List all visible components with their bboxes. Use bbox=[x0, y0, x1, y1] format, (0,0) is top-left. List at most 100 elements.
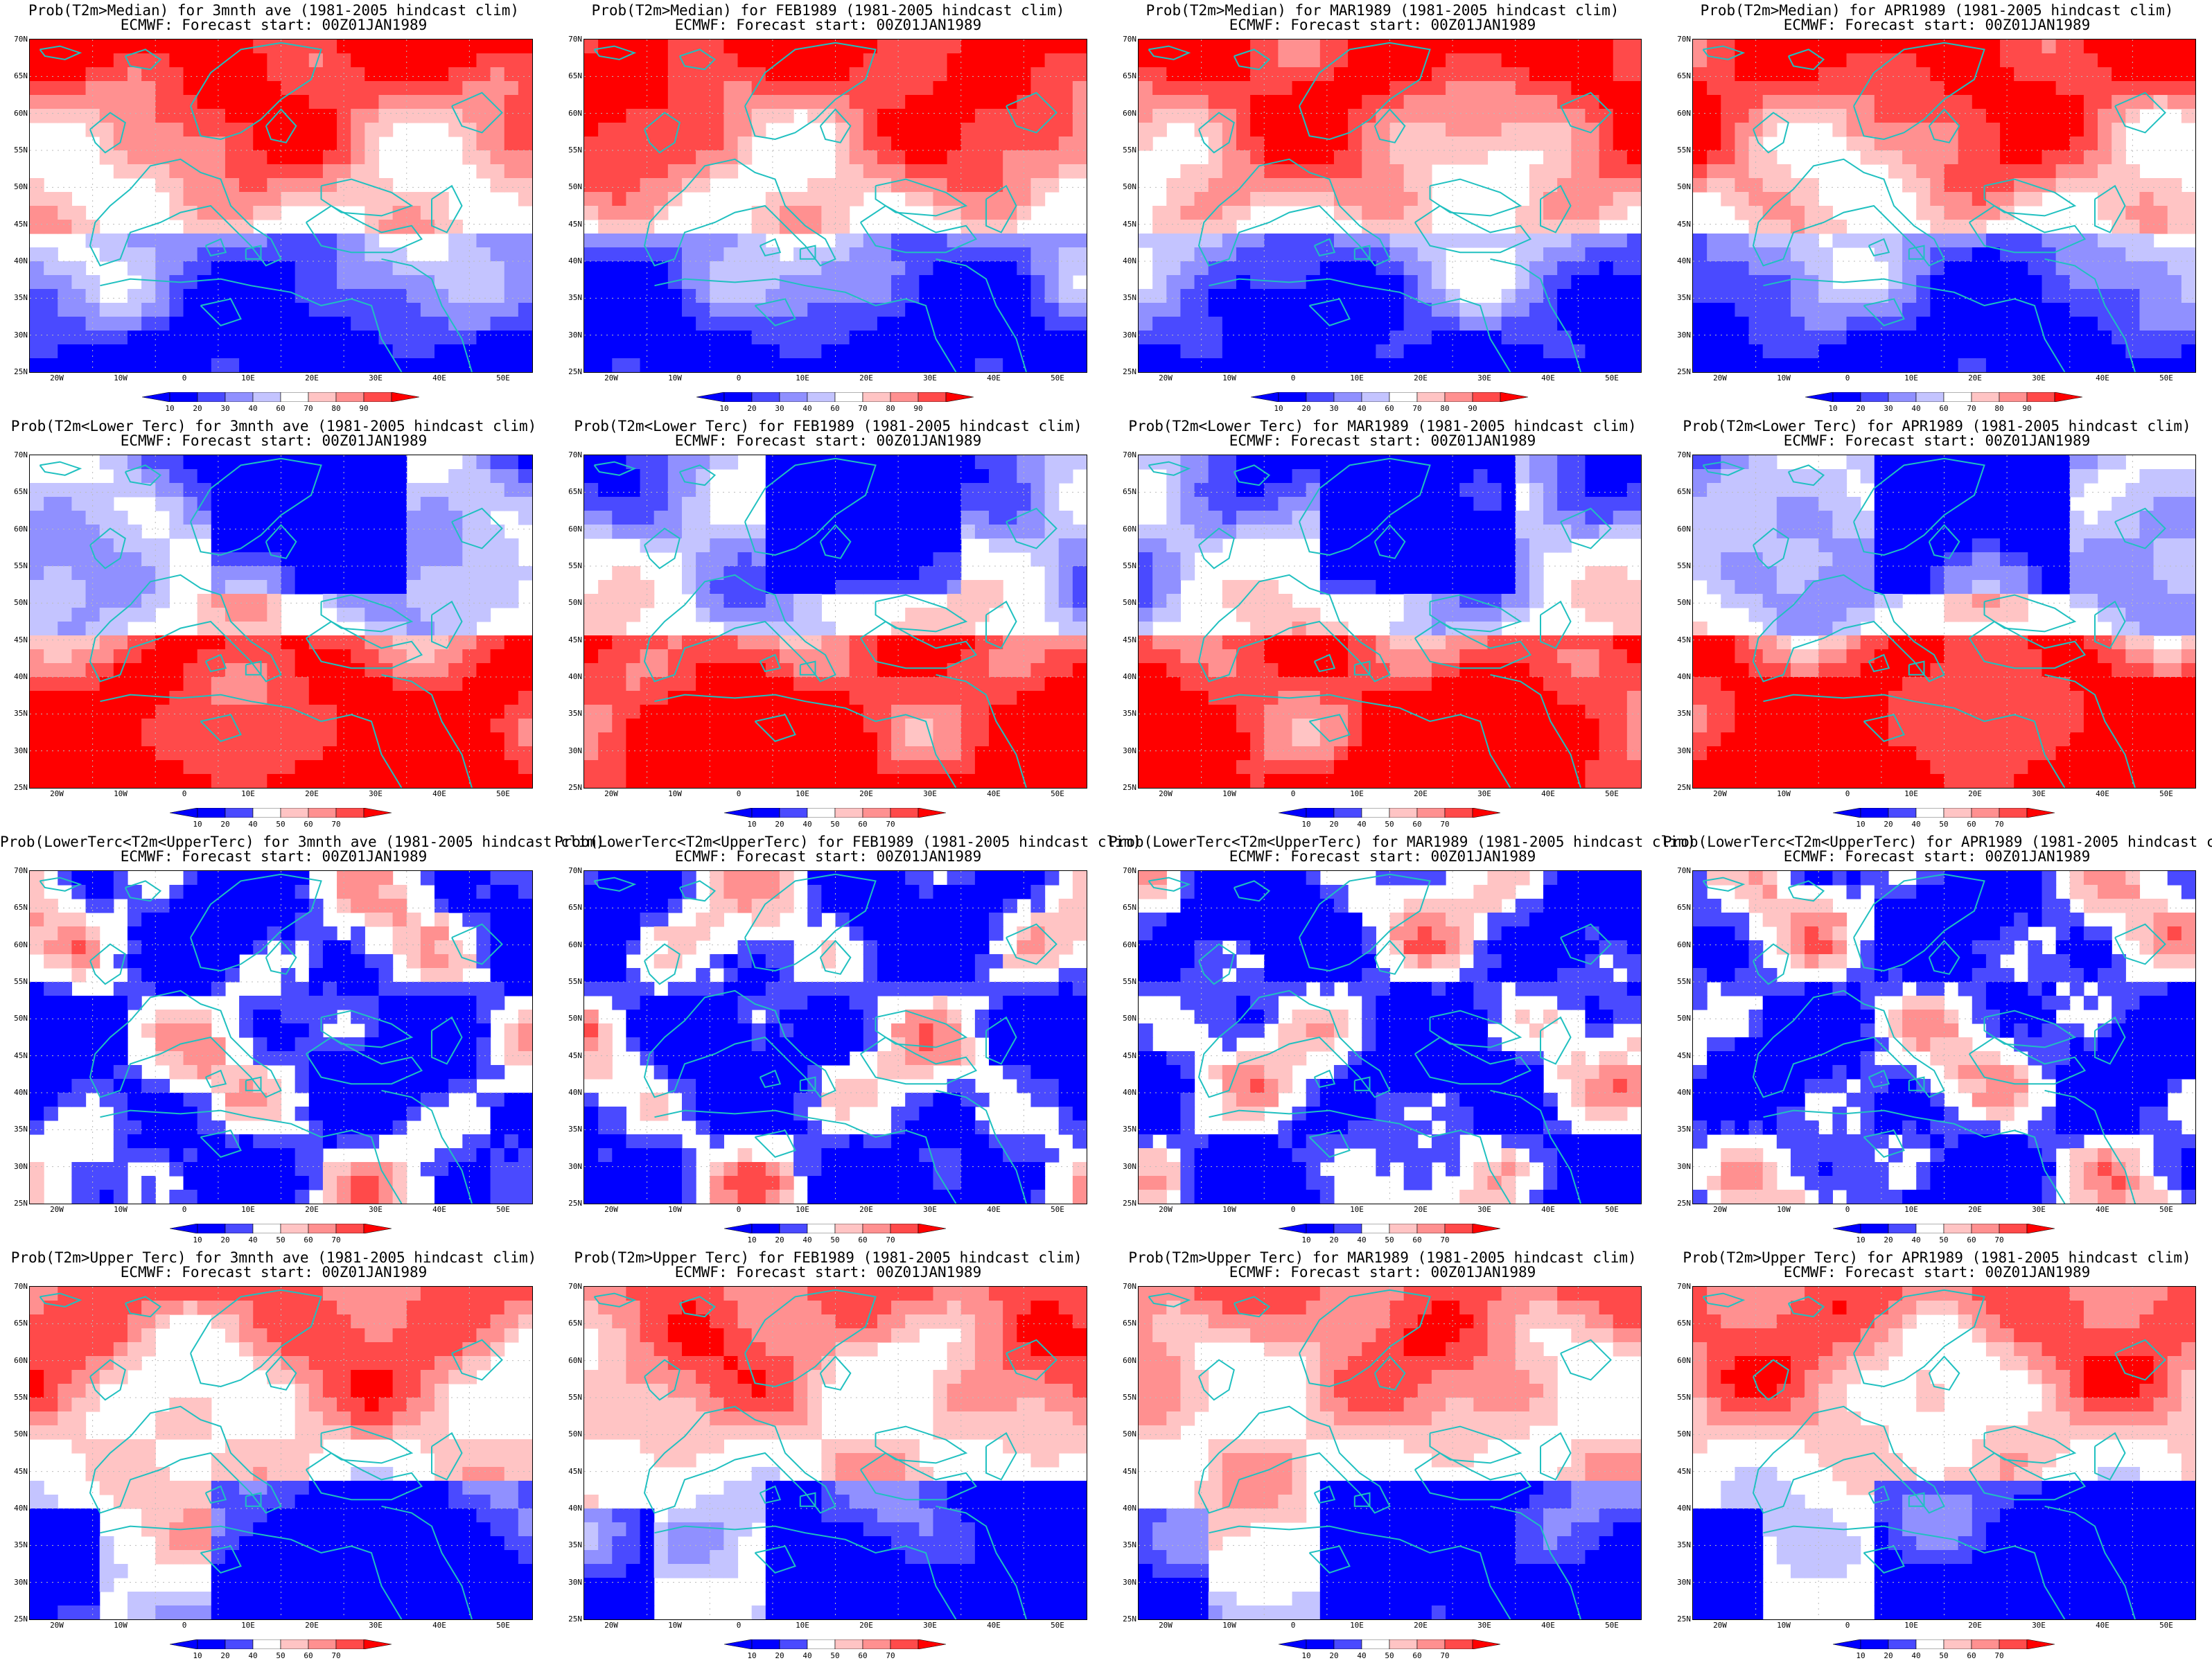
probability-cell bbox=[584, 483, 599, 498]
probability-cell bbox=[2070, 123, 2084, 137]
probability-cell bbox=[1735, 150, 1749, 165]
probability-cell bbox=[1543, 234, 1558, 248]
probability-cell bbox=[682, 497, 696, 511]
probability-cell bbox=[71, 358, 86, 372]
probability-cell bbox=[2168, 67, 2182, 82]
probability-cell bbox=[807, 469, 822, 484]
probability-cell bbox=[1073, 538, 1087, 553]
probability-cell bbox=[365, 746, 379, 761]
probability-cell bbox=[863, 137, 878, 151]
probability-cell bbox=[1030, 247, 1045, 262]
probability-cell bbox=[225, 525, 240, 539]
probability-cell bbox=[2056, 275, 2071, 290]
probability-cell bbox=[1073, 622, 1087, 636]
probability-cell bbox=[1045, 608, 1060, 622]
probability-cell bbox=[1693, 303, 1708, 317]
probability-cell bbox=[44, 525, 58, 539]
probability-cell bbox=[169, 344, 184, 359]
probability-cell bbox=[850, 164, 864, 179]
probability-cell bbox=[612, 206, 626, 220]
probability-cell bbox=[1599, 53, 1614, 68]
probability-cell bbox=[1958, 95, 1973, 109]
probability-cell bbox=[155, 39, 170, 54]
probability-cell bbox=[434, 344, 449, 359]
probability-cell bbox=[2056, 123, 2071, 137]
probability-cell bbox=[919, 455, 933, 470]
probability-cell bbox=[211, 497, 226, 511]
probability-cell bbox=[504, 109, 519, 123]
probability-cell bbox=[1003, 691, 1017, 705]
probability-cell bbox=[1693, 164, 1708, 179]
probability-cell bbox=[696, 649, 710, 664]
probability-cell bbox=[1292, 303, 1307, 317]
probability-cell bbox=[518, 317, 532, 331]
probability-cell bbox=[863, 123, 878, 137]
probability-cell bbox=[198, 635, 212, 650]
probability-cell bbox=[1432, 358, 1446, 372]
probability-cell bbox=[1861, 123, 1875, 137]
probability-cell bbox=[462, 525, 477, 539]
probability-cell bbox=[947, 746, 962, 761]
probability-cell bbox=[323, 67, 337, 82]
probability-cell bbox=[71, 566, 86, 581]
probability-cell bbox=[155, 469, 170, 484]
probability-cell bbox=[2070, 39, 2084, 54]
probability-cell bbox=[1166, 289, 1181, 303]
probability-cell bbox=[905, 580, 920, 595]
probability-cell bbox=[975, 234, 990, 248]
probability-cell bbox=[295, 164, 310, 179]
probability-cell bbox=[2042, 150, 2056, 165]
probability-cell bbox=[2056, 178, 2071, 193]
probability-cell bbox=[58, 608, 72, 622]
probability-cell bbox=[807, 192, 822, 206]
probability-cell bbox=[850, 331, 864, 345]
probability-cell bbox=[807, 774, 822, 788]
probability-cell bbox=[793, 469, 808, 484]
probability-cell bbox=[476, 497, 491, 511]
probability-cell bbox=[323, 677, 337, 692]
probability-cell bbox=[612, 234, 626, 248]
probability-cell bbox=[407, 580, 421, 595]
probability-cell bbox=[1516, 247, 1530, 262]
probability-cell bbox=[836, 331, 850, 345]
probability-cell bbox=[766, 275, 780, 290]
probability-cell bbox=[1073, 164, 1087, 179]
probability-cell bbox=[365, 677, 379, 692]
probability-cell bbox=[1543, 137, 1558, 151]
probability-cell bbox=[1348, 67, 1362, 82]
probability-cell bbox=[598, 622, 613, 636]
probability-cell bbox=[1017, 691, 1031, 705]
probability-cell bbox=[1017, 164, 1031, 179]
probability-cell bbox=[1721, 247, 1735, 262]
probability-cell bbox=[1721, 123, 1735, 137]
probability-cell bbox=[863, 760, 878, 775]
probability-cell bbox=[1585, 206, 1599, 220]
probability-cell bbox=[780, 649, 794, 664]
probability-cell bbox=[850, 746, 864, 761]
probability-cell bbox=[295, 303, 310, 317]
probability-cell bbox=[2056, 317, 2071, 331]
probability-cell bbox=[1916, 95, 1931, 109]
probability-cell bbox=[640, 497, 655, 511]
probability-cell bbox=[155, 455, 170, 470]
probability-cell bbox=[1292, 261, 1307, 276]
probability-cell bbox=[253, 303, 267, 317]
probability-cell bbox=[448, 677, 463, 692]
probability-cell bbox=[1045, 317, 1060, 331]
probability-cell bbox=[1972, 275, 1987, 290]
probability-cell bbox=[128, 705, 142, 719]
panel-subtitle: ECMWF: Forecast start: 00Z01JAN1989 bbox=[0, 17, 547, 33]
probability-cell bbox=[1045, 469, 1060, 484]
probability-cell bbox=[225, 719, 240, 733]
probability-cell bbox=[752, 635, 766, 650]
probability-cell bbox=[877, 331, 892, 345]
probability-cell bbox=[267, 303, 281, 317]
probability-cell bbox=[807, 344, 822, 359]
probability-cell bbox=[1735, 39, 1749, 54]
probability-cell bbox=[780, 746, 794, 761]
probability-cell bbox=[584, 358, 599, 372]
probability-cell bbox=[323, 760, 337, 775]
probability-cell bbox=[1390, 81, 1405, 96]
probability-cell bbox=[476, 566, 491, 581]
probability-cell bbox=[58, 552, 72, 567]
